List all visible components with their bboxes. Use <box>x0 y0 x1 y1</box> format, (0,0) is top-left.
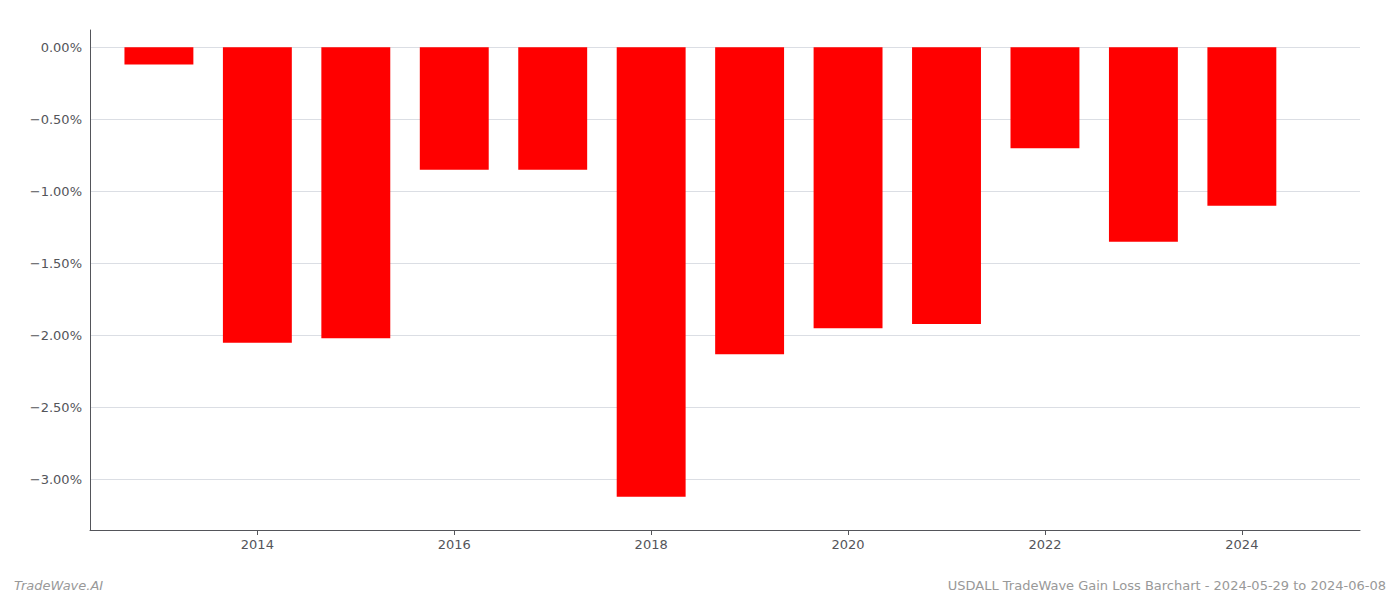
svg-text:−0.50%: −0.50% <box>30 112 82 127</box>
svg-text:−2.50%: −2.50% <box>30 400 82 415</box>
svg-text:2022: 2022 <box>1028 537 1061 552</box>
svg-text:2016: 2016 <box>438 537 471 552</box>
svg-text:−2.00%: −2.00% <box>30 328 82 343</box>
svg-text:−3.00%: −3.00% <box>30 472 82 487</box>
svg-text:−1.00%: −1.00% <box>30 184 82 199</box>
svg-text:−1.50%: −1.50% <box>30 256 82 271</box>
svg-text:USDALL TradeWave Gain Loss Bar: USDALL TradeWave Gain Loss Barchart - 20… <box>948 578 1386 593</box>
svg-text:2014: 2014 <box>241 537 274 552</box>
svg-text:2020: 2020 <box>832 537 865 552</box>
svg-text:TradeWave.AI: TradeWave.AI <box>14 578 103 593</box>
svg-text:2018: 2018 <box>635 537 668 552</box>
svg-text:2024: 2024 <box>1225 537 1258 552</box>
svg-text:0.00%: 0.00% <box>41 40 82 55</box>
